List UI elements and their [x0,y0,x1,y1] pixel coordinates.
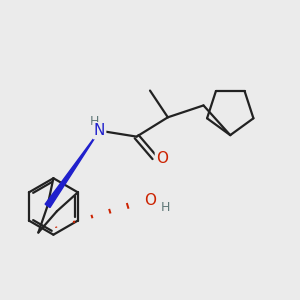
Text: O: O [144,193,156,208]
Polygon shape [45,131,100,208]
Text: H: H [161,201,170,214]
Text: H: H [89,115,99,128]
Text: O: O [156,152,168,166]
Text: N: N [94,123,105,138]
